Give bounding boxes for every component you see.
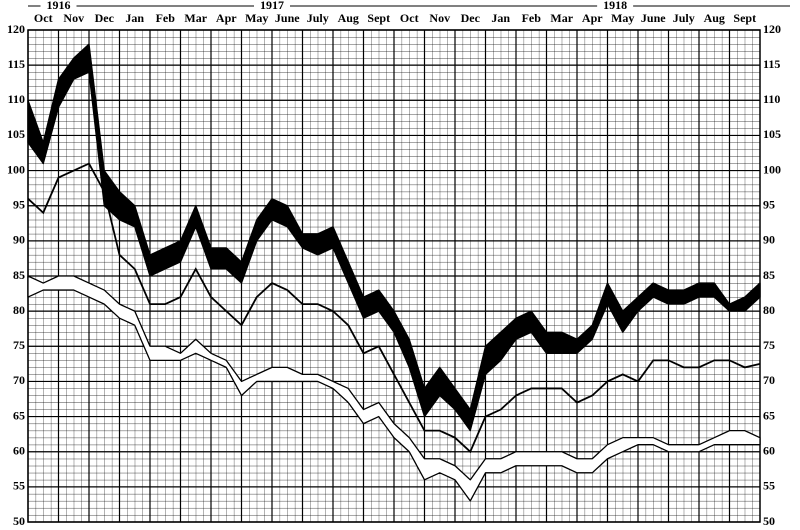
- y-tick-label-right: 110: [763, 92, 780, 106]
- y-tick-label-right: 105: [763, 127, 781, 141]
- year-label: 1918: [603, 0, 627, 12]
- x-tick-label: Mar: [550, 11, 573, 25]
- y-tick-label-right: 90: [763, 233, 775, 247]
- y-tick-label: 100: [7, 162, 25, 176]
- band: [27, 275, 761, 502]
- y-tick-label-right: 95: [763, 197, 775, 211]
- x-tick-label: Sept: [367, 11, 390, 25]
- y-tick-label-right: 65: [763, 408, 775, 422]
- y-tick-label: 70: [13, 373, 25, 387]
- y-tick-label: 80: [13, 303, 25, 317]
- y-tick-label: 65: [13, 408, 25, 422]
- y-tick-label: 105: [7, 127, 25, 141]
- x-tick-label: July: [307, 11, 329, 25]
- y-tick-label: 60: [13, 443, 25, 457]
- y-tick-label: 50: [13, 514, 25, 528]
- y-tick-label-right: 85: [763, 268, 775, 282]
- x-tick-label: June: [641, 11, 666, 25]
- x-tick-label: Nov: [63, 11, 84, 25]
- y-tick-label-right: 50: [763, 514, 775, 528]
- x-tick-label: Feb: [156, 11, 176, 25]
- x-tick-label: Aug: [704, 11, 725, 25]
- y-tick-label-right: 55: [763, 479, 775, 493]
- y-tick-label-right: 115: [763, 57, 780, 71]
- x-tick-label: Sept: [733, 11, 756, 25]
- line: [27, 162, 761, 454]
- y-tick-label: 120: [7, 22, 25, 36]
- y-tick-label-right: 100: [763, 162, 781, 176]
- year-label-bg: [597, 0, 634, 12]
- x-tick-label: Aug: [338, 11, 359, 25]
- x-tick-label: Jan: [491, 11, 510, 25]
- y-tick-label: 110: [8, 92, 25, 106]
- band: [27, 43, 761, 432]
- x-tick-label: Dec: [461, 11, 481, 25]
- x-tick-label: Jan: [125, 11, 144, 25]
- y-tick-label: 85: [13, 268, 25, 282]
- year-label: 1916: [47, 0, 71, 12]
- y-tick-label-right: 120: [763, 22, 781, 36]
- x-tick-label: Oct: [400, 11, 419, 25]
- x-tick-label: Dec: [95, 11, 115, 25]
- x-tick-label: Apr: [216, 11, 237, 25]
- x-tick-label: May: [245, 11, 268, 25]
- x-tick-label: Mar: [184, 11, 207, 25]
- y-tick-label-right: 75: [763, 338, 775, 352]
- y-tick-label-right: 80: [763, 303, 775, 317]
- year-label: 1917: [260, 0, 284, 12]
- year-label-bg: [40, 0, 77, 12]
- year-label-bg: [254, 0, 290, 12]
- y-tick-label: 55: [13, 479, 25, 493]
- x-tick-label: Nov: [429, 11, 450, 25]
- x-tick-label: Feb: [522, 11, 542, 25]
- y-tick-label: 115: [8, 57, 25, 71]
- x-tick-label: Oct: [34, 11, 53, 25]
- x-tick-label: Apr: [582, 11, 603, 25]
- y-tick-label: 95: [13, 197, 25, 211]
- y-tick-label: 75: [13, 338, 25, 352]
- y-tick-label-right: 70: [763, 373, 775, 387]
- x-tick-label: May: [611, 11, 634, 25]
- x-tick-label: June: [275, 11, 300, 25]
- y-tick-label-right: 60: [763, 443, 775, 457]
- y-tick-label: 90: [13, 233, 25, 247]
- x-tick-label: July: [673, 11, 695, 25]
